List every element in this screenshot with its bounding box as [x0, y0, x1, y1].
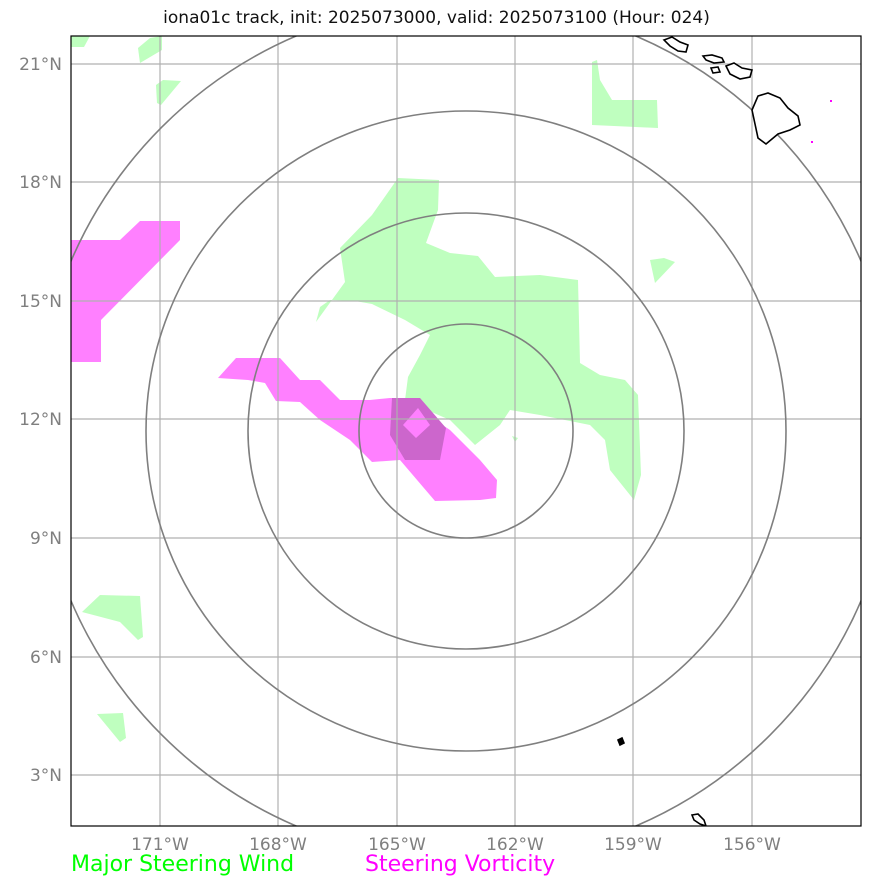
island-molokai: [709, 66, 722, 74]
lat-tick-9: 9°N: [30, 529, 62, 549]
lat-tick-15: 15°N: [19, 292, 62, 312]
vorticity-speck-1: [830, 100, 832, 102]
island-hawaii: [751, 92, 801, 146]
map-frame: [70, 35, 862, 827]
vorticity-specks: [811, 100, 832, 143]
wind-region-southwest: [82, 595, 143, 640]
island-kauai: [662, 36, 689, 53]
lat-tick-3: 3°N: [30, 766, 62, 786]
coastlines: [616, 36, 801, 826]
lon-tick-171: 171°W: [131, 835, 189, 855]
lon-tick-156: 156°W: [723, 835, 781, 855]
vorticity-region-center: [218, 358, 497, 501]
lon-tick-165: 165°W: [368, 835, 426, 855]
map-title: iona01c track, init: 2025073000, valid: …: [163, 8, 710, 28]
overlap-diamond-inner: [403, 408, 430, 438]
lon-tick-168: 168°W: [249, 835, 307, 855]
island-maui: [724, 62, 754, 80]
steering-vorticity-regions: [71, 221, 497, 501]
lat-tick-6: 6°N: [30, 648, 62, 668]
wind-region-north-west-2: [156, 80, 181, 105]
wind-region-north-west-1: [138, 36, 162, 63]
island-palmyra: [690, 813, 707, 826]
wind-region-north-east: [592, 60, 658, 128]
legend-steering-wind: Major Steering Wind: [71, 852, 295, 877]
lat-tick-labels: 21°N 18°N 15°N 12°N 9°N 6°N 3°N: [19, 55, 62, 786]
wind-region-east-speck: [650, 258, 675, 283]
vorticity-speck-2: [811, 141, 813, 143]
overlap-region: [390, 398, 446, 460]
wind-region-corner: [71, 36, 90, 47]
island-johnston: [616, 736, 626, 747]
wind-region-south-speck: [97, 713, 126, 742]
lon-tick-162: 162°W: [486, 835, 544, 855]
range-ring-3: [145, 110, 787, 752]
gridlines: [71, 36, 861, 826]
lon-tick-labels: 171°W 168°W 165°W 162°W 159°W 156°W: [131, 835, 781, 855]
vorticity-region-west: [71, 221, 180, 362]
range-ring-2: [247, 212, 685, 650]
lat-tick-12: 12°N: [19, 410, 62, 430]
range-ring-1: [358, 323, 574, 539]
lon-tick-159: 159°W: [604, 835, 662, 855]
island-oahu: [701, 54, 726, 64]
range-rings: [71, 36, 861, 826]
lat-tick-21: 21°N: [19, 55, 62, 75]
legend-steering-vorticity: Steering Vorticity: [365, 852, 556, 877]
lat-tick-18: 18°N: [19, 173, 62, 193]
